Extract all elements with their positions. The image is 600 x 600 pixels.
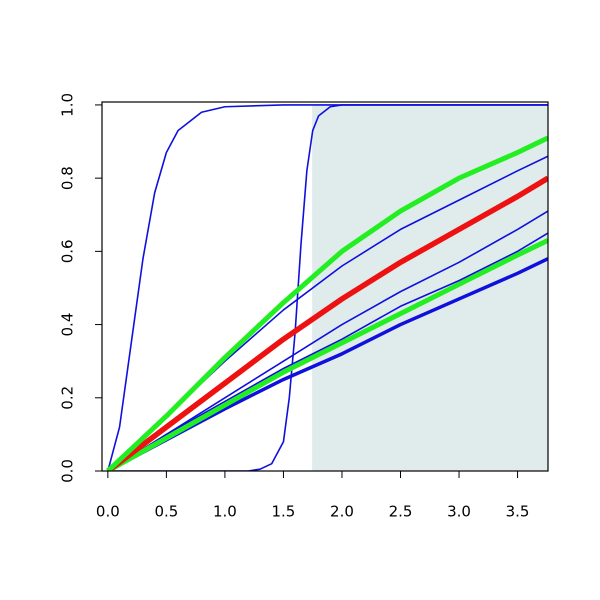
x-tick-label: 0.5 xyxy=(154,503,178,521)
y-tick-label: 0.0 xyxy=(59,459,77,483)
plot-frame xyxy=(101,101,549,472)
x-tick-label: 2.0 xyxy=(330,503,354,521)
line xyxy=(107,232,548,471)
y-tick-label: 0.2 xyxy=(59,386,77,410)
line xyxy=(106,135,548,471)
x-tick-label: 3.5 xyxy=(506,503,530,521)
line xyxy=(106,238,548,471)
plot-area xyxy=(106,104,548,471)
y-tick-label: 0.4 xyxy=(59,313,77,337)
x-tick-label: 1.5 xyxy=(272,503,296,521)
line xyxy=(106,175,548,471)
y-tick-label: 1.0 xyxy=(59,93,77,117)
x-tick-label: 1.0 xyxy=(213,503,237,521)
line xyxy=(107,210,548,471)
x-tick-label: 0.0 xyxy=(96,503,120,521)
shaded-region xyxy=(312,104,548,471)
x-tick-label: 3.0 xyxy=(447,503,471,521)
line xyxy=(107,104,548,471)
y-tick-label: 0.8 xyxy=(59,166,77,190)
x-tick-label: 2.5 xyxy=(389,503,413,521)
y-tick-label: 0.6 xyxy=(59,239,77,263)
